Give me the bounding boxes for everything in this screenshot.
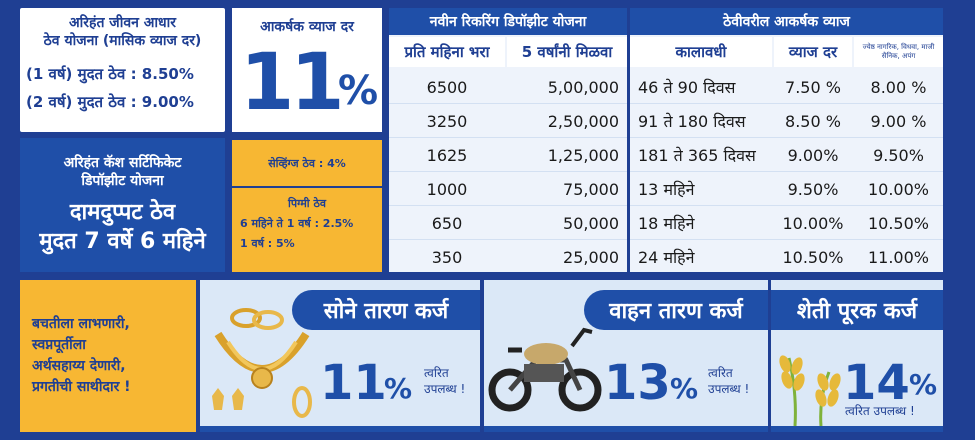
vehicle-loan-title: वाहन तारण कर्ज [584, 290, 768, 330]
fd-table-row: 18 महिने 10.00% 10.50% [630, 206, 943, 240]
pigmy-line-2: 1 वर्ष : 5% [240, 237, 295, 250]
fd-table-row: 13 महिने 9.50% 10.00% [630, 172, 943, 206]
farm-loan-percent: % [909, 368, 938, 401]
recurring-deposit-table: नवीन रिकरिंग डिपॉझीट योजना प्रति महिना भ… [389, 8, 627, 272]
cash-cert-term: मुदत 7 वर्षे 6 महिने [39, 229, 206, 254]
fd-cell-period: 18 महिने [638, 214, 695, 233]
fd-cell-period: 46 ते 90 दिवस [638, 78, 736, 97]
farm-loan-title: शेती पूरक कर्ज [771, 290, 943, 330]
gold-loan-box: सोने तारण कर्ज 11 % त्वरित उपलब्ध ! [200, 280, 480, 432]
savings-deposit-box: सेव्हिंग्ज ठेव : 4% [232, 140, 382, 186]
fd-cell-senior-rate: 8.00 % [870, 77, 927, 97]
fd-header-senior: ज्येष्ठ नागरिक, विधवा, माजी सैनिक, अपंग [854, 37, 943, 67]
cash-certificate-box: अरिहंत कॅश सर्टिफिकेट डिपॉझीट योजना दामद… [20, 138, 225, 272]
slogan-line-4: प्रगतीची साथीदार ! [32, 379, 131, 395]
rd-cell-maturity: 5,00,000 [547, 77, 619, 97]
fd-table-title: ठेवीवरील आकर्षक व्याज [630, 8, 943, 35]
rd-table-row: 1625 1,25,000 [389, 138, 627, 172]
pigmy-title: पिग्मी ठेव [288, 197, 326, 210]
fd-cell-period: 91 ते 180 दिवस [638, 112, 746, 131]
rd-cell-monthly: 350 [431, 247, 463, 267]
wheat-icon [779, 355, 841, 426]
rd-table-row: 3250 2,50,000 [389, 104, 627, 138]
cash-cert-double-deposit: दामदुप्पट ठेव [69, 200, 176, 225]
monthly-scheme-rate-2yr: (2 वर्ष) मुदत ठेव : 9.00% [26, 93, 194, 111]
vehicle-loan-avail-2: उपलब्ध ! [708, 382, 750, 396]
slogan-line-2: स्वप्नपूर्तीला [32, 337, 86, 353]
fd-cell-period: 24 महिने [638, 248, 695, 267]
fd-cell-senior-rate: 9.50% [873, 145, 924, 165]
fd-cell-senior-rate: 9.00 % [870, 111, 927, 131]
slogan-line-1: बचतीला लाभणारी, [32, 316, 130, 332]
fd-table-row: 24 महिने 10.50% 11.00% [630, 240, 943, 274]
rd-cell-maturity: 1,25,000 [547, 145, 619, 165]
fd-cell-period: 13 महिने [638, 180, 695, 199]
fd-table-row: 46 ते 90 दिवस 7.50 % 8.00 % [630, 70, 943, 104]
rd-cell-maturity: 75,000 [563, 179, 619, 199]
farm-loan-rate: 14 [843, 355, 910, 411]
fd-cell-rate: 10.50% [782, 247, 844, 267]
attractive-rate-number: 11 [240, 38, 345, 128]
cash-cert-line-1: अरिहंत कॅश सर्टिफिकेट [63, 155, 182, 171]
pigmy-line-1: 6 महिने ते 1 वर्ष : 2.5% [240, 217, 354, 230]
farm-loan-box: शेती पूरक कर्ज 14 % त्वरित उपलब्ध ! [771, 280, 943, 432]
monthly-scheme-title-2: ठेव योजना (मासिक व्याज दर) [43, 33, 202, 49]
rd-table-row: 650 50,000 [389, 206, 627, 240]
attractive-rate-percent: % [338, 68, 379, 114]
rd-cell-monthly: 1625 [426, 145, 468, 165]
slogan-line-3: अर्थसहाय्य देणारी, [32, 358, 126, 374]
rd-cell-monthly: 6500 [426, 77, 468, 97]
monthly-interest-scheme-box: अरिहंत जीवन आधार ठेव योजना (मासिक व्याज … [20, 8, 225, 132]
savings-deposit-label: सेव्हिंग्ज ठेव : 4% [268, 156, 346, 170]
gold-loan-avail-2: उपलब्ध ! [424, 382, 466, 396]
slogan-box: बचतीला लाभणारी, स्वप्नपूर्तीला अर्थसहाय्… [20, 280, 196, 432]
rd-header-monthly: प्रति महिना भरा [389, 37, 505, 67]
fd-header-rate: व्याज दर [774, 37, 852, 67]
vehicle-loan-rate: 13 [604, 355, 671, 411]
attractive-rate-box: आकर्षक व्याज दर 11 % [232, 8, 382, 132]
rd-cell-monthly: 650 [431, 213, 463, 233]
gold-loan-avail-1: त्वरित [424, 366, 449, 380]
monthly-scheme-title-1: अरिहंत जीवन आधार [68, 15, 177, 31]
fd-cell-senior-rate: 10.50% [867, 213, 929, 233]
rd-header-maturity: 5 वर्षांनी मिळवा [507, 37, 627, 67]
pigmy-deposit-box: पिग्मी ठेव 6 महिने ते 1 वर्ष : 2.5% 1 वर… [232, 186, 382, 272]
rd-cell-monthly: 1000 [426, 179, 468, 199]
vehicle-loan-percent: % [670, 372, 699, 405]
fd-cell-rate: 7.50 % [785, 77, 841, 97]
rd-table-title: नवीन रिकरिंग डिपॉझीट योजना [389, 8, 627, 35]
rd-cell-maturity: 2,50,000 [547, 111, 619, 131]
vehicle-loan-avail-1: त्वरित [708, 366, 733, 380]
rd-cell-maturity: 50,000 [563, 213, 619, 233]
fd-cell-rate: 9.00% [787, 145, 839, 165]
fd-table-row: 91 ते 180 दिवस 8.50 % 9.00 % [630, 104, 943, 138]
gold-loan-title: सोने तारण कर्ज [292, 290, 480, 330]
fd-cell-period: 181 ते 365 दिवस [638, 146, 756, 165]
rd-table-row: 6500 5,00,000 [389, 70, 627, 104]
attractive-rate-header: आकर्षक व्याज दर [260, 19, 354, 35]
gold-loan-percent: % [384, 372, 413, 405]
fixed-deposit-table: ठेवीवरील आकर्षक व्याज कालावधी व्याज दर ज… [630, 8, 943, 272]
monthly-scheme-rate-1yr: (1 वर्ष) मुदत ठेव : 8.50% [26, 65, 194, 83]
gold-loan-rate: 11 [320, 355, 387, 411]
fd-table-row: 181 ते 365 दिवस 9.00% 9.50% [630, 138, 943, 172]
motorcycle-icon [488, 327, 602, 412]
fd-header-period: कालावधी [630, 37, 772, 67]
fd-cell-rate: 10.00% [782, 213, 844, 233]
farm-loan-avail: त्वरित उपलब्ध ! [845, 404, 915, 418]
fd-cell-rate: 9.50% [787, 179, 839, 199]
rd-cell-monthly: 3250 [426, 111, 468, 131]
rd-cell-maturity: 25,000 [563, 247, 619, 267]
fd-cell-senior-rate: 10.00% [867, 179, 929, 199]
vehicle-loan-box: वाहन तारण कर्ज 13 % त्वरित उपलब्ध ! [484, 280, 768, 432]
rd-table-row: 350 25,000 [389, 240, 627, 274]
fd-cell-rate: 8.50 % [785, 111, 841, 131]
cash-cert-line-2: डिपॉझीट योजना [81, 173, 164, 189]
rd-table-row: 1000 75,000 [389, 172, 627, 206]
gold-jewellery-icon [212, 308, 312, 418]
fd-cell-senior-rate: 11.00% [867, 247, 929, 267]
